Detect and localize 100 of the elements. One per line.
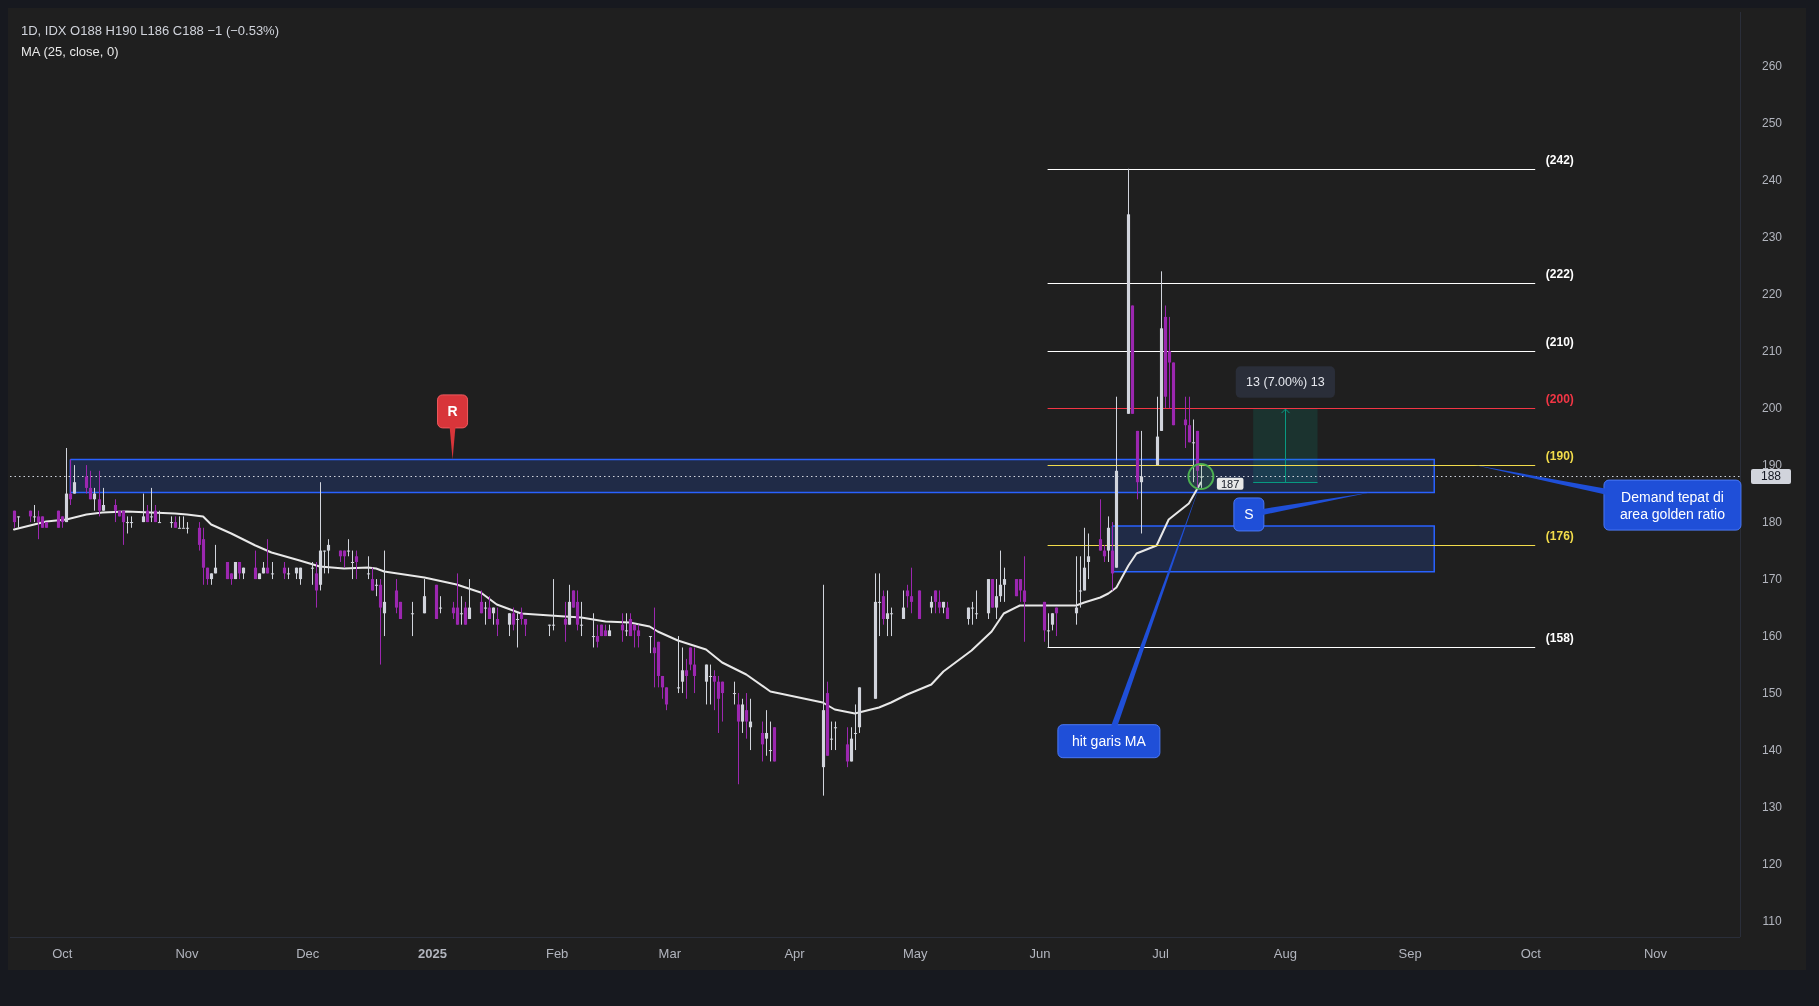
candlestick	[648, 635, 653, 654]
data-label: (176)	[1545, 528, 1574, 543]
candlestick	[507, 612, 512, 637]
candlestick	[688, 646, 693, 671]
candlestick	[270, 561, 275, 580]
annotation: Demand tepat di area golden ratio	[1619, 488, 1726, 522]
candlestick	[829, 721, 834, 751]
candlestick	[1187, 396, 1192, 443]
annotation: R	[447, 403, 458, 420]
x-tick-label: Sep	[1398, 945, 1422, 961]
candlestick	[487, 595, 492, 620]
candlestick	[547, 624, 552, 637]
x-tick-label: Aug	[1273, 945, 1297, 961]
candlestick	[716, 675, 721, 734]
y-tick-label: 220	[1761, 287, 1783, 302]
x-tick-label: Dec	[296, 945, 320, 961]
text: MA (25, close, 0)	[21, 43, 119, 59]
candlestick	[16, 515, 21, 529]
candlestick	[467, 578, 472, 620]
y-tick-label: 140	[1761, 743, 1783, 758]
candlestick	[708, 664, 713, 705]
candlestick	[885, 589, 890, 637]
x-tick-label: Mar	[658, 945, 682, 961]
candlestick	[853, 703, 858, 751]
candlestick	[185, 521, 190, 534]
data-label: 187	[1221, 477, 1240, 490]
candlestick	[157, 510, 162, 524]
x-tick-label: Oct	[1520, 945, 1542, 961]
candlestick	[551, 578, 556, 631]
annotation: 13 (7.00%) 13	[1246, 375, 1325, 390]
data-label: (222)	[1545, 266, 1574, 281]
x-tick-label: Nov	[1643, 945, 1668, 961]
candlestick	[901, 589, 906, 620]
x-tick-label: Jul	[1152, 945, 1170, 961]
candlestick	[515, 612, 520, 648]
candlestick	[1110, 521, 1115, 591]
candlestick	[463, 601, 468, 626]
candlestick	[720, 681, 725, 723]
candlestick	[374, 578, 379, 597]
candlestick	[1086, 532, 1091, 580]
candlestick	[1022, 555, 1027, 643]
y-tick-label: 240	[1761, 173, 1783, 188]
candlestick	[286, 567, 291, 580]
candlestick	[579, 601, 584, 637]
y-tick-label: 150	[1761, 686, 1783, 701]
y-tick-label: 160	[1761, 629, 1783, 644]
candlestick	[563, 601, 568, 643]
y-tick-label: 250	[1761, 116, 1783, 131]
y-tick-label: 120	[1761, 857, 1783, 872]
x-tick-label: Apr	[784, 945, 806, 961]
candlestick	[422, 578, 427, 614]
candlestick	[84, 464, 89, 495]
x-tick-label: Oct	[52, 945, 73, 961]
candlestick	[909, 567, 914, 614]
candlestick	[181, 515, 186, 529]
candlestick	[591, 612, 596, 648]
candlestick	[732, 681, 737, 705]
x-tick-label: Feb	[545, 945, 569, 961]
candlestick	[350, 550, 355, 580]
y-tick-label: 230	[1761, 230, 1783, 245]
candlestick	[382, 550, 387, 637]
x-tick-label: Jun	[1029, 945, 1051, 961]
data-label: (242)	[1545, 152, 1574, 167]
candlestick	[889, 607, 894, 637]
y-tick-label: 200	[1761, 401, 1783, 416]
candlestick	[366, 555, 371, 580]
y-tick-label: 260	[1761, 59, 1783, 74]
x-tick-label: May	[902, 945, 929, 961]
candlestick	[346, 538, 351, 557]
y-tick-label: 180	[1761, 515, 1783, 530]
candlestick	[974, 589, 979, 620]
y-tick-label: 170	[1761, 572, 1783, 587]
candlestick	[129, 515, 134, 529]
candlestick	[326, 538, 331, 574]
candlestick	[664, 686, 669, 711]
candlestick	[704, 664, 709, 705]
y-tick-label: 130	[1761, 800, 1783, 815]
data-label: (158)	[1545, 631, 1574, 646]
candlestick	[1082, 527, 1087, 591]
candlestick	[1002, 567, 1007, 603]
candlestick	[483, 601, 488, 626]
candlestick	[511, 607, 516, 631]
candlestick	[760, 721, 765, 762]
data-label: (210)	[1545, 335, 1574, 350]
x-tick-label: Nov	[175, 945, 200, 961]
candlestick	[881, 589, 886, 626]
candlestick	[684, 658, 689, 700]
candlestick	[764, 709, 769, 757]
candlestick	[676, 635, 681, 694]
data-label: (200)	[1545, 392, 1574, 407]
candlestick	[101, 487, 106, 512]
annotation: hit garis MA	[1071, 733, 1147, 750]
candlestick	[740, 698, 745, 734]
candlestick	[833, 721, 838, 751]
ref-line-label: 188	[1760, 469, 1782, 484]
candlestick	[905, 584, 910, 609]
candlestick	[125, 515, 130, 534]
candlestick	[438, 595, 443, 614]
candlestick	[998, 550, 1003, 603]
candlestick	[849, 726, 854, 762]
